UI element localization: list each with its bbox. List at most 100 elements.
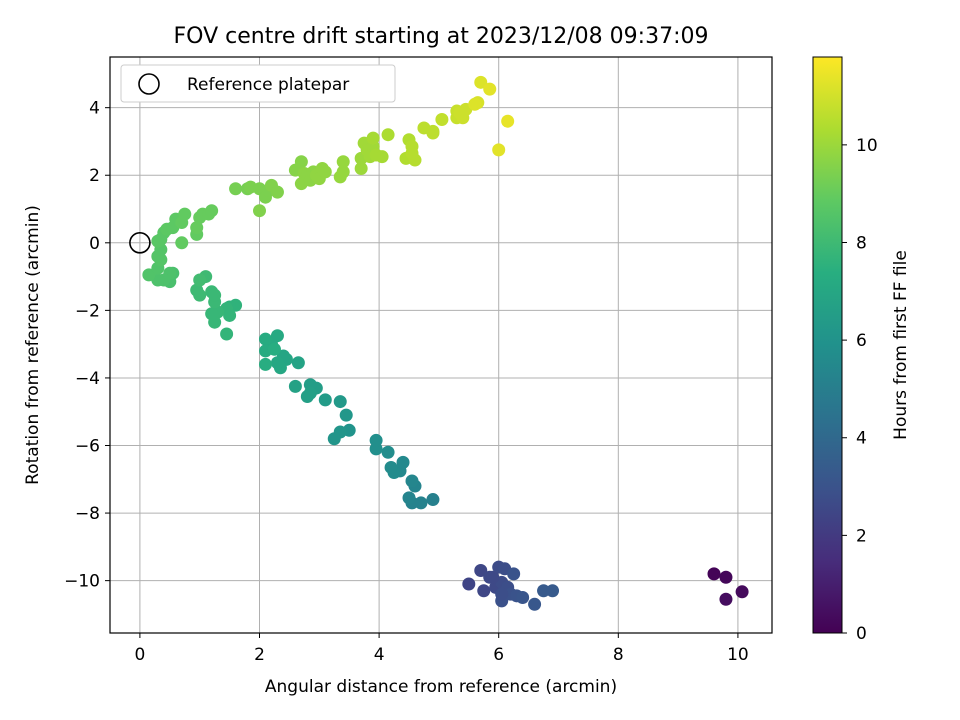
scatter-point [375,150,389,164]
scatter-point [546,584,560,598]
y-tick-label: −4 [75,369,100,389]
colorbar-tick-label: 10 [856,136,878,156]
scatter-point [229,182,243,196]
x-tick-label: 8 [613,645,624,665]
scatter-point [366,131,380,145]
scatter-point [719,570,733,584]
scatter-point [294,155,308,169]
scatter-point [205,307,219,321]
scatter-point [354,161,368,175]
scatter-point [477,584,491,598]
y-tick-label: 0 [89,234,100,254]
colorbar-tick-label: 2 [856,526,867,546]
scatter-point [190,283,204,297]
scatter-point [369,433,383,447]
scatter-point [381,128,395,142]
scatter-point [474,564,488,578]
y-tick-label: 4 [89,99,100,119]
scatter-point [384,460,398,474]
scatter-point [339,408,353,422]
scatter-point [288,379,302,393]
scatter-point [190,221,204,235]
scatter-point [142,268,156,282]
y-tick-label: 2 [89,166,100,186]
scatter-point [735,585,749,599]
scatter-point [405,474,419,488]
scatter-point [267,342,281,356]
colorbar-tick-label: 0 [856,624,867,644]
scatter-point [537,584,551,598]
data-points [142,75,749,611]
chart-title: FOV centre drift starting at 2023/12/08 … [174,24,709,49]
scatter-point [483,82,497,96]
scatter-point [492,143,506,157]
scatter-point [486,570,500,584]
scatter-point [175,236,189,250]
scatter-point [336,155,350,169]
scatter-point [501,114,515,128]
y-tick-label: −10 [64,572,100,592]
scatter-point [220,327,234,341]
scatter-point [474,75,488,89]
scatter-point [333,395,347,409]
scatter-point [495,587,509,601]
scatter-point [318,393,332,407]
scatter-point [300,390,314,404]
colorbar: 0 2 4 6 8 10 Hours from first FF file [812,56,911,644]
y-axis-label: Rotation from reference (arcmin) [23,205,43,485]
legend-box [120,64,396,103]
scatter-point [516,591,530,605]
y-tick-label: −2 [75,301,100,321]
x-tick-label: 6 [493,645,504,665]
scatter-point [405,146,419,160]
scatter-point [426,493,440,507]
scatter-point [178,207,192,221]
scatter-point [468,97,482,111]
legend-marker [138,73,160,95]
scatter-point [291,356,305,370]
scatter-point [414,496,428,510]
scatter-point [223,308,237,322]
x-tick-label: 2 [254,645,265,665]
scatter-point [258,357,272,371]
y-tick-label: −8 [75,504,100,524]
scatter-point [193,273,207,287]
scatter-point [205,204,219,218]
scatter-point [270,185,284,199]
scatter-point [253,204,267,218]
colorbar-gradient [812,56,843,634]
y-tick-label: −6 [75,437,100,457]
scatter-point [507,567,521,581]
scatter-point [435,112,449,126]
reference-marker [129,232,151,254]
y-axis-ticks: −10 −8 −6 −4 −2 0 2 4 [64,99,110,592]
x-axis-label: Angular distance from reference (arcmin) [265,677,617,697]
scatter-point [719,592,733,606]
scatter-point [402,491,416,505]
scatter-point [426,126,440,140]
scatter-point [381,445,395,459]
colorbar-tick-label: 6 [856,331,867,351]
x-tick-label: 4 [374,645,385,665]
x-tick-label: 10 [727,645,749,665]
scatter-point [462,577,476,591]
scatter-point [258,332,272,346]
scatter-point [270,356,284,370]
legend: Reference platepar [120,64,396,103]
colorbar-tick-label: 8 [856,233,867,253]
colorbar-tick-label: 4 [856,429,867,449]
scatter-point [154,232,168,246]
scatter-point [707,567,721,581]
colorbar-label: Hours from first FF file [891,250,911,440]
scatter-point [208,288,222,302]
grid-lines [110,57,772,633]
scatter-point [318,165,332,179]
plot-frame [109,56,773,634]
scatter-point [528,597,542,611]
scatter-point [327,432,341,446]
legend-entry-reference: Reference platepar [187,75,349,95]
x-axis-ticks: 0 2 4 6 8 10 [134,633,749,665]
scatter-point [333,170,347,184]
colorbar-ticks: 0 2 4 6 8 10 [842,136,878,644]
